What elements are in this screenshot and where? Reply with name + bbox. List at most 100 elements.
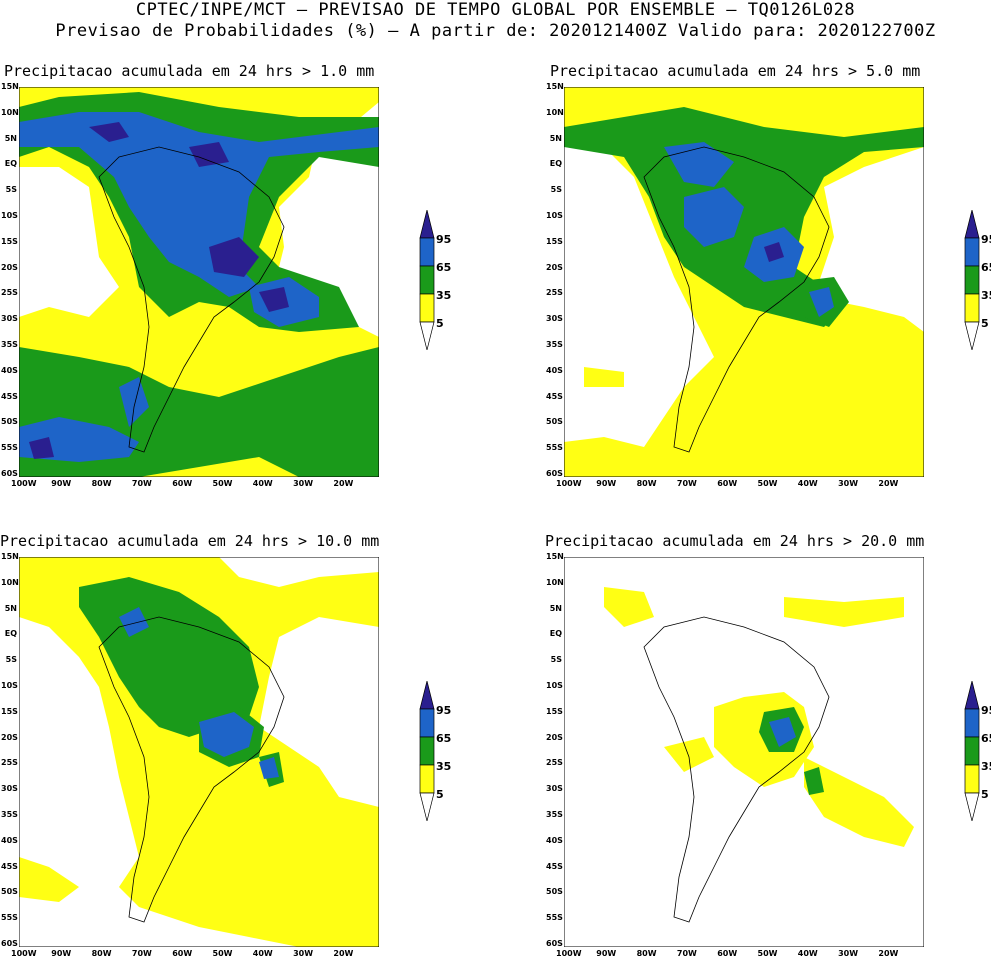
precip-map-20mm — [564, 557, 924, 947]
lat-label: 45S — [1, 391, 18, 401]
lat-label: 55S — [1, 443, 18, 453]
colorbar-label: 65 — [981, 732, 991, 745]
lon-label: 100W — [556, 479, 582, 488]
colorbar-bottom-arrow — [964, 321, 980, 350]
colorbar-label: 5 — [981, 788, 989, 801]
colorbar-label: 95 — [436, 704, 451, 717]
colorbar-label: 35 — [436, 289, 451, 302]
lat-label: 5N — [4, 133, 17, 143]
lat-label: EQ — [4, 629, 17, 639]
lat-label: 40S — [546, 365, 563, 375]
lat-label: 55S — [1, 913, 18, 923]
colorbar-bottom-arrow — [964, 792, 980, 821]
lat-label: 20S — [1, 732, 18, 742]
panel-title-4: Precipitacao acumulada em 24 hrs > 20.0 … — [545, 532, 925, 550]
panel-title-1: Precipitacao acumulada em 24 hrs > 1.0 m… — [4, 62, 375, 80]
lat-label: 10N — [546, 107, 564, 117]
lat-label: 45S — [546, 391, 563, 401]
lat-label: 5S — [550, 655, 562, 665]
lon-label: 40W — [797, 949, 818, 958]
header-line-1: CPTEC/INPE/MCT – PREVISAO DE TEMPO GLOBA… — [135, 0, 856, 20]
colorbar-segment — [419, 237, 435, 267]
lon-label: 100W — [556, 949, 582, 958]
lon-label: 100W — [11, 479, 37, 488]
colorbar-segment — [419, 764, 435, 794]
lat-label: 25S — [1, 758, 18, 768]
lat-label: 5S — [5, 185, 17, 195]
lon-label: 30W — [293, 479, 314, 488]
lat-label: 10N — [546, 577, 564, 587]
lat-label: 30S — [546, 784, 563, 794]
lon-label: 40W — [797, 479, 818, 488]
lon-label: 50W — [212, 949, 233, 958]
lat-label: 35S — [1, 810, 18, 819]
lon-label: 60W — [717, 949, 738, 958]
lat-label: 5S — [550, 185, 562, 195]
lon-label: 40W — [252, 479, 273, 488]
colorbar-label: 95 — [436, 233, 451, 246]
lon-label: 70W — [131, 949, 152, 958]
header-line-2: Previsao de Probabilidades (%) – A parti… — [55, 21, 936, 41]
lat-label: 35S — [546, 340, 563, 349]
lon-label: 20W — [333, 479, 354, 488]
colorbar-label: 35 — [436, 760, 451, 773]
colorbar-1: 95 65 35 5 — [419, 210, 451, 350]
colorbar-label: 95 — [981, 233, 991, 246]
lat-label: 15S — [546, 706, 563, 716]
colorbar-segment — [964, 265, 980, 295]
colorbar-top-arrow — [964, 681, 980, 710]
colorbar-4: 95 65 35 5 — [964, 681, 991, 821]
precip-map-5mm — [564, 87, 924, 477]
lat-label: 60S — [1, 469, 18, 478]
colorbar-top-arrow — [419, 210, 435, 239]
lon-label: 100W — [11, 949, 37, 958]
lat-label: 15S — [1, 236, 18, 246]
lat-label: 40S — [1, 365, 18, 375]
lat-label: 15N — [1, 552, 19, 561]
lon-label: 90W — [596, 949, 617, 958]
lat-label: 15N — [1, 82, 19, 91]
lat-label: 60S — [1, 939, 18, 948]
lat-label: EQ — [549, 629, 562, 639]
lon-label: 20W — [878, 949, 899, 958]
colorbar-label: 65 — [436, 732, 451, 745]
lon-label: 60W — [172, 479, 193, 488]
lat-label: 10N — [1, 577, 19, 587]
lat-label: 20S — [546, 732, 563, 742]
colorbar-label: 65 — [436, 261, 451, 274]
lat-label: 5S — [5, 655, 17, 665]
lat-label: 50S — [546, 417, 563, 427]
lat-label: 50S — [1, 417, 18, 427]
lat-label: 30S — [546, 314, 563, 324]
lat-label: 45S — [546, 861, 563, 871]
lat-label: 20S — [1, 262, 18, 272]
colorbar-segment — [419, 265, 435, 295]
lat-label: 45S — [1, 861, 18, 871]
lat-label: 5N — [4, 603, 17, 613]
lon-label: 90W — [51, 949, 72, 958]
colorbar-top-arrow — [419, 681, 435, 710]
lon-label: 60W — [172, 949, 193, 958]
lat-label: 15S — [546, 236, 563, 246]
colorbar-label: 95 — [981, 704, 991, 717]
colorbar-label: 5 — [436, 788, 444, 801]
lat-label: 25S — [546, 288, 563, 298]
lat-label: 30S — [1, 314, 18, 324]
lon-label: 20W — [878, 479, 899, 488]
lon-label: 70W — [131, 479, 152, 488]
precip-map-1mm — [19, 87, 379, 477]
lat-label: 15S — [1, 706, 18, 716]
colorbar-3: 95 65 35 5 — [419, 681, 451, 821]
lon-label: 40W — [252, 949, 273, 958]
lon-label: 30W — [293, 949, 314, 958]
lon-label: 90W — [51, 479, 72, 488]
colorbar-label: 35 — [981, 289, 991, 302]
lat-label: 20S — [546, 262, 563, 272]
lat-label: 35S — [546, 810, 563, 819]
lon-label: 60W — [717, 479, 738, 488]
lon-label: 80W — [636, 949, 657, 958]
lat-label: 25S — [1, 288, 18, 298]
colorbar-2: 95 65 35 5 — [964, 210, 991, 350]
colorbar-bottom-arrow — [419, 792, 435, 821]
lon-label: 20W — [333, 949, 354, 958]
